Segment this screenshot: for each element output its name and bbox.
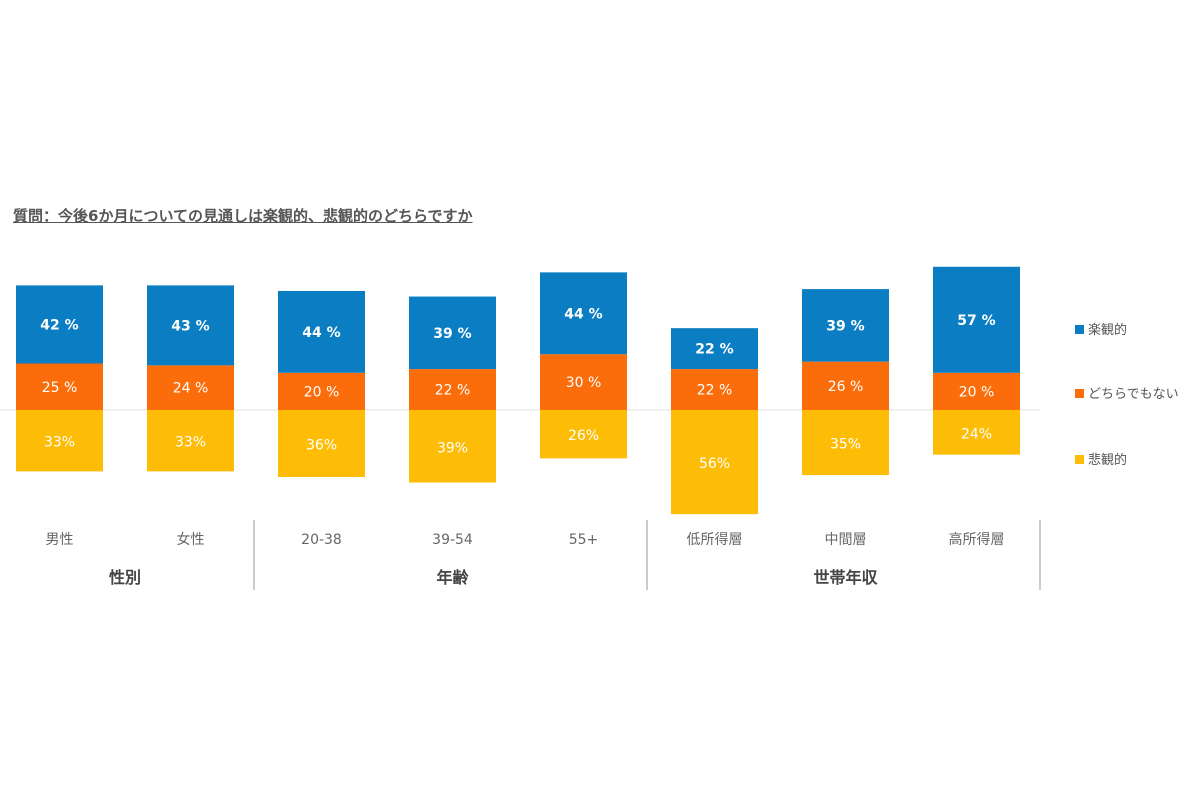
legend-label-1: どちらでもない	[1088, 387, 1179, 402]
bar-pessimistic-6	[802, 410, 889, 476]
bar-pessimistic-5	[671, 410, 758, 515]
label-neutral-3: 22 %	[435, 383, 471, 399]
legend-swatch-1	[1075, 389, 1084, 398]
label-optimistic-5: 22 %	[695, 342, 733, 358]
bar-neutral-0	[16, 363, 103, 410]
label-optimistic-3: 39 %	[433, 326, 471, 342]
category-label-4: 55+	[569, 532, 599, 548]
bar-neutral-5	[671, 369, 758, 410]
label-pessimistic-6: 35%	[830, 437, 861, 453]
bar-neutral-7	[933, 372, 1020, 410]
bar-neutral-2	[278, 372, 365, 410]
label-neutral-0: 25 %	[42, 380, 78, 396]
label-pessimistic-4: 26%	[568, 428, 599, 444]
category-label-3: 39-54	[432, 532, 473, 548]
category-label-5: 低所得層	[687, 531, 743, 548]
legend-label-0: 楽観的	[1088, 322, 1127, 338]
label-neutral-7: 20 %	[959, 384, 995, 400]
label-pessimistic-1: 33%	[175, 435, 206, 451]
label-neutral-4: 30 %	[566, 375, 602, 391]
label-optimistic-4: 44 %	[564, 306, 602, 322]
label-neutral-2: 20 %	[304, 384, 340, 400]
bar-optimistic-2	[278, 290, 365, 373]
legend-swatch-0	[1075, 325, 1084, 334]
label-pessimistic-5: 56%	[699, 456, 730, 472]
legend-label-2: 悲観的	[1088, 452, 1127, 468]
label-optimistic-0: 42 %	[40, 317, 78, 333]
bar-neutral-3	[409, 369, 496, 410]
group-label-1: 年齢	[436, 568, 469, 587]
category-label-6: 中間層	[825, 532, 867, 548]
label-optimistic-1: 43 %	[171, 318, 209, 334]
category-label-7: 高所得層	[949, 531, 1005, 548]
bar-pessimistic-1	[147, 410, 234, 472]
chart-title: 質問：今後6か月についての見通しは楽観的、悲観的のどちらですか	[13, 207, 473, 225]
bar-neutral-6	[802, 361, 889, 410]
label-pessimistic-0: 33%	[44, 435, 75, 451]
bar-pessimistic-3	[409, 410, 496, 483]
bar-pessimistic-0	[16, 410, 103, 472]
bar-optimistic-0	[16, 285, 103, 364]
bar-optimistic-1	[147, 285, 234, 366]
group-label-0: 性別	[109, 568, 141, 587]
bar-optimistic-6	[802, 289, 889, 362]
label-neutral-5: 22 %	[697, 383, 733, 399]
category-label-1: 女性	[177, 531, 205, 548]
bar-optimistic-4	[540, 272, 627, 355]
bar-neutral-4	[540, 354, 627, 410]
legend-swatch-2	[1075, 455, 1084, 464]
label-pessimistic-7: 24%	[961, 426, 992, 442]
label-pessimistic-2: 36%	[306, 437, 337, 453]
label-neutral-1: 24 %	[173, 381, 209, 397]
category-label-2: 20-38	[301, 532, 342, 548]
label-pessimistic-3: 39%	[437, 440, 468, 456]
label-optimistic-7: 57 %	[957, 313, 995, 329]
bar-pessimistic-2	[278, 410, 365, 477]
bar-optimistic-5	[671, 328, 758, 370]
label-optimistic-6: 39 %	[826, 318, 864, 334]
label-neutral-6: 26 %	[828, 379, 864, 395]
category-label-0: 男性	[46, 532, 74, 548]
label-optimistic-2: 44 %	[302, 325, 340, 341]
bar-neutral-1	[147, 365, 234, 410]
bar-pessimistic-4	[540, 410, 627, 459]
group-label-2: 世帯年収	[813, 568, 878, 587]
bar-optimistic-7	[933, 266, 1020, 373]
bar-pessimistic-7	[933, 410, 1020, 455]
bar-optimistic-3	[409, 296, 496, 370]
